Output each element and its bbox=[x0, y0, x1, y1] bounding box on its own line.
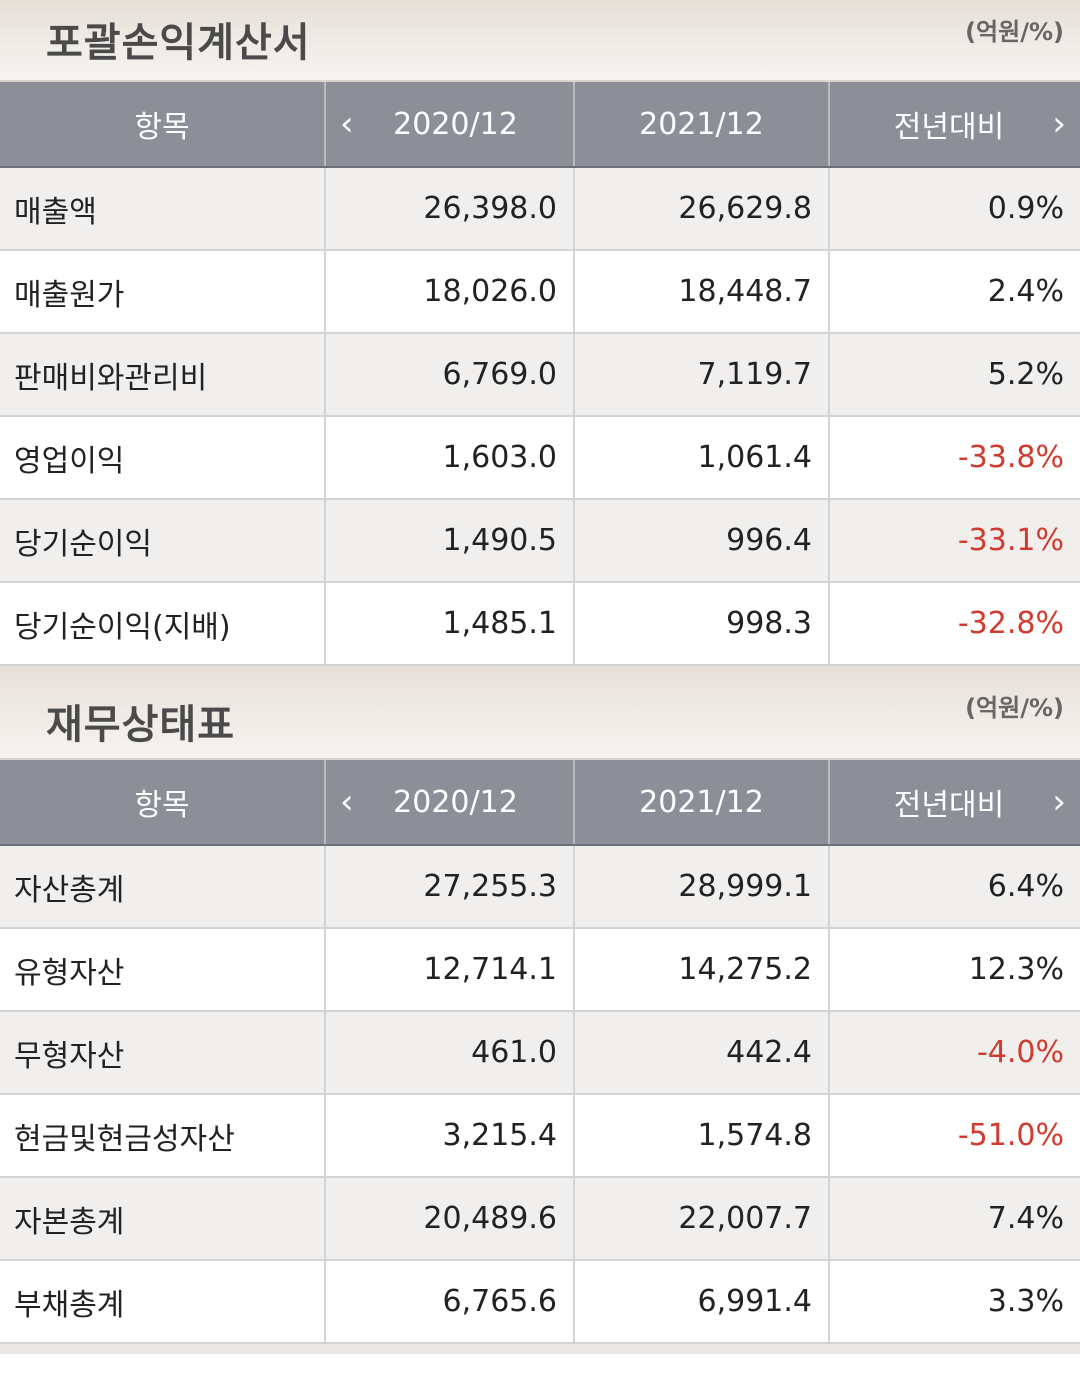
column-header-item: 항목 bbox=[0, 760, 326, 846]
value-2021: 442.4 bbox=[574, 1011, 830, 1095]
table-row: 현금및현금성자산 3,215.4 1,574.8 -51.0% bbox=[0, 1094, 1080, 1178]
value-2021: 6,991.4 bbox=[574, 1260, 830, 1344]
table-row: 무형자산 461.0 442.4 -4.0% bbox=[0, 1011, 1080, 1095]
row-label: 부채총계 bbox=[0, 1260, 326, 1344]
section-title: 재무상태표 bbox=[46, 702, 235, 748]
value-2020: 1,603.0 bbox=[325, 416, 575, 500]
table-row: 자본총계 20,489.6 22,007.7 7.4% bbox=[0, 1177, 1080, 1261]
value-2021: 7,119.7 bbox=[574, 333, 830, 417]
table-row: 자산총계 27,255.3 28,999.1 6.4% bbox=[0, 845, 1080, 929]
yoy-change: 2.4% bbox=[829, 250, 1080, 334]
value-2021: 28,999.1 bbox=[574, 845, 830, 929]
chevron-right-icon[interactable]: › bbox=[1052, 104, 1066, 144]
yoy-change: 5.2% bbox=[829, 333, 1080, 417]
row-label: 당기순이익(지배) bbox=[0, 582, 326, 666]
value-2020: 461.0 bbox=[325, 1011, 575, 1095]
value-2021: 1,574.8 bbox=[574, 1094, 830, 1178]
row-label: 자산총계 bbox=[0, 845, 326, 929]
yoy-change: -33.1% bbox=[829, 499, 1080, 583]
column-header-2020: ‹ 2020/12 bbox=[325, 760, 575, 846]
chevron-left-icon[interactable]: ‹ bbox=[340, 104, 354, 144]
column-header-2021: 2021/12 bbox=[574, 82, 830, 168]
chevron-left-icon[interactable]: ‹ bbox=[340, 782, 354, 822]
unit-label: (억원/%) bbox=[965, 694, 1064, 722]
balance-sheet-header: 재무상태표 (억원/%) bbox=[0, 666, 1080, 760]
value-2021: 996.4 bbox=[574, 499, 830, 583]
row-label: 유형자산 bbox=[0, 928, 326, 1012]
table-row: 판매비와관리비 6,769.0 7,119.7 5.2% bbox=[0, 333, 1080, 417]
yoy-change: -4.0% bbox=[829, 1011, 1080, 1095]
row-label: 당기순이익 bbox=[0, 499, 326, 583]
value-2020: 1,485.1 bbox=[325, 582, 575, 666]
value-2020: 12,714.1 bbox=[325, 928, 575, 1012]
table-row: 부채총계 6,765.6 6,991.4 3.3% bbox=[0, 1260, 1080, 1344]
table-row: 매출액 26,398.0 26,629.8 0.9% bbox=[0, 167, 1080, 251]
yoy-change: 6.4% bbox=[829, 845, 1080, 929]
row-label: 판매비와관리비 bbox=[0, 333, 326, 417]
value-2020: 27,255.3 bbox=[325, 845, 575, 929]
table-row: 매출원가 18,026.0 18,448.7 2.4% bbox=[0, 250, 1080, 334]
value-2021: 18,448.7 bbox=[574, 250, 830, 334]
value-2020: 6,765.6 bbox=[325, 1260, 575, 1344]
row-label: 자본총계 bbox=[0, 1177, 326, 1261]
yoy-change: 3.3% bbox=[829, 1260, 1080, 1344]
yoy-change: -32.8% bbox=[829, 582, 1080, 666]
row-label: 매출원가 bbox=[0, 250, 326, 334]
income-statement-header: 포괄손익계산서 (억원/%) bbox=[0, 0, 1080, 82]
table-row: 유형자산 12,714.1 14,275.2 12.3% bbox=[0, 928, 1080, 1012]
unit-label: (억원/%) bbox=[965, 18, 1064, 46]
income-statement-table: 항목 ‹ 2020/12 2021/12 전년대비 › 매출액 26,398.0 2… bbox=[0, 82, 1080, 666]
yoy-change: 7.4% bbox=[829, 1177, 1080, 1261]
value-2021: 14,275.2 bbox=[574, 928, 830, 1012]
column-header-item: 항목 bbox=[0, 82, 326, 168]
chevron-right-icon[interactable]: › bbox=[1052, 782, 1066, 822]
value-2021: 1,061.4 bbox=[574, 416, 830, 500]
table-row: 당기순이익 1,490.5 996.4 -33.1% bbox=[0, 499, 1080, 583]
column-header-2021: 2021/12 bbox=[574, 760, 830, 846]
value-2021: 22,007.7 bbox=[574, 1177, 830, 1261]
value-2020: 26,398.0 bbox=[325, 167, 575, 251]
section-title: 포괄손익계산서 bbox=[46, 20, 311, 66]
row-label: 현금및현금성자산 bbox=[0, 1094, 326, 1178]
column-header-yoy: 전년대비 › bbox=[829, 760, 1080, 846]
value-2020: 3,215.4 bbox=[325, 1094, 575, 1178]
column-header-2020: ‹ 2020/12 bbox=[325, 82, 575, 168]
table-header-row: 항목 ‹ 2020/12 2021/12 전년대비 › bbox=[0, 82, 1080, 168]
value-2021: 26,629.8 bbox=[574, 167, 830, 251]
table-header-row: 항목 ‹ 2020/12 2021/12 전년대비 › bbox=[0, 760, 1080, 846]
balance-sheet-table: 항목 ‹ 2020/12 2021/12 전년대비 › 자산총계 27,255.3… bbox=[0, 760, 1080, 1344]
yoy-change: -33.8% bbox=[829, 416, 1080, 500]
row-label: 영업이익 bbox=[0, 416, 326, 500]
table-row: 영업이익 1,603.0 1,061.4 -33.8% bbox=[0, 416, 1080, 500]
yoy-change: -51.0% bbox=[829, 1094, 1080, 1178]
table-row: 당기순이익(지배) 1,485.1 998.3 -32.8% bbox=[0, 582, 1080, 666]
value-2020: 18,026.0 bbox=[325, 250, 575, 334]
value-2020: 6,769.0 bbox=[325, 333, 575, 417]
bottom-divider bbox=[0, 1344, 1080, 1354]
value-2020: 20,489.6 bbox=[325, 1177, 575, 1261]
value-2021: 998.3 bbox=[574, 582, 830, 666]
yoy-change: 0.9% bbox=[829, 167, 1080, 251]
row-label: 무형자산 bbox=[0, 1011, 326, 1095]
column-header-yoy: 전년대비 › bbox=[829, 82, 1080, 168]
row-label: 매출액 bbox=[0, 167, 326, 251]
yoy-change: 12.3% bbox=[829, 928, 1080, 1012]
value-2020: 1,490.5 bbox=[325, 499, 575, 583]
